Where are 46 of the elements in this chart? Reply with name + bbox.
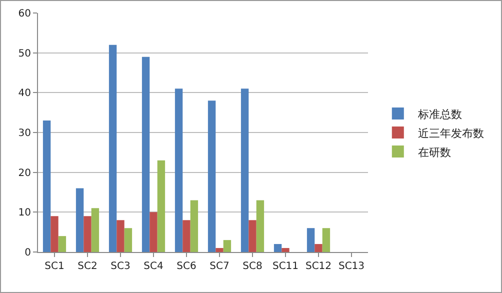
y-tick-label: 30 — [18, 128, 31, 139]
bar — [50, 216, 58, 252]
bar — [42, 120, 51, 252]
bar — [108, 44, 117, 252]
bar — [58, 236, 66, 252]
x-tick-label: SC7 — [210, 261, 230, 272]
bar — [240, 88, 249, 252]
bar — [274, 244, 282, 252]
bar — [248, 220, 256, 252]
x-tick-label: SC2 — [78, 261, 98, 272]
bar — [124, 228, 132, 252]
legend-label: 近三年发布数 — [418, 126, 484, 140]
bar — [142, 56, 150, 252]
bar — [91, 208, 100, 252]
bar — [322, 228, 330, 252]
bar — [84, 216, 92, 252]
bar — [76, 188, 84, 252]
bar — [216, 248, 224, 252]
y-tick-label: 0 — [24, 248, 31, 258]
bar — [223, 240, 232, 252]
x-tick-label: SC1 — [44, 261, 64, 272]
bar — [190, 200, 198, 252]
bar — [306, 228, 315, 252]
bar — [174, 88, 183, 252]
bar — [282, 248, 290, 252]
bar — [150, 212, 158, 252]
y-tick-label: 40 — [18, 88, 31, 100]
legend-label: 标准总数 — [416, 108, 462, 121]
x-tick-label: SC4 — [144, 261, 164, 272]
y-tick-label: 10 — [18, 208, 31, 219]
bar — [314, 244, 322, 252]
bar — [157, 160, 166, 252]
x-tick-label: SC8 — [242, 261, 262, 272]
x-tick-label: SC11 — [272, 261, 299, 272]
x-tick-label: SC3 — [110, 261, 130, 272]
bar — [208, 100, 216, 252]
bar — [256, 200, 264, 252]
y-tick-label: 60 — [18, 8, 31, 20]
legend-label: 在研数 — [418, 146, 451, 159]
bar — [182, 220, 190, 252]
x-tick-label: SC12 — [305, 261, 332, 272]
bar — [116, 220, 124, 252]
y-tick-label: 50 — [18, 48, 31, 60]
x-tick-label: SC13 — [338, 261, 365, 272]
y-tick-label: 20 — [18, 168, 31, 179]
x-tick-label: SC6 — [176, 261, 196, 272]
